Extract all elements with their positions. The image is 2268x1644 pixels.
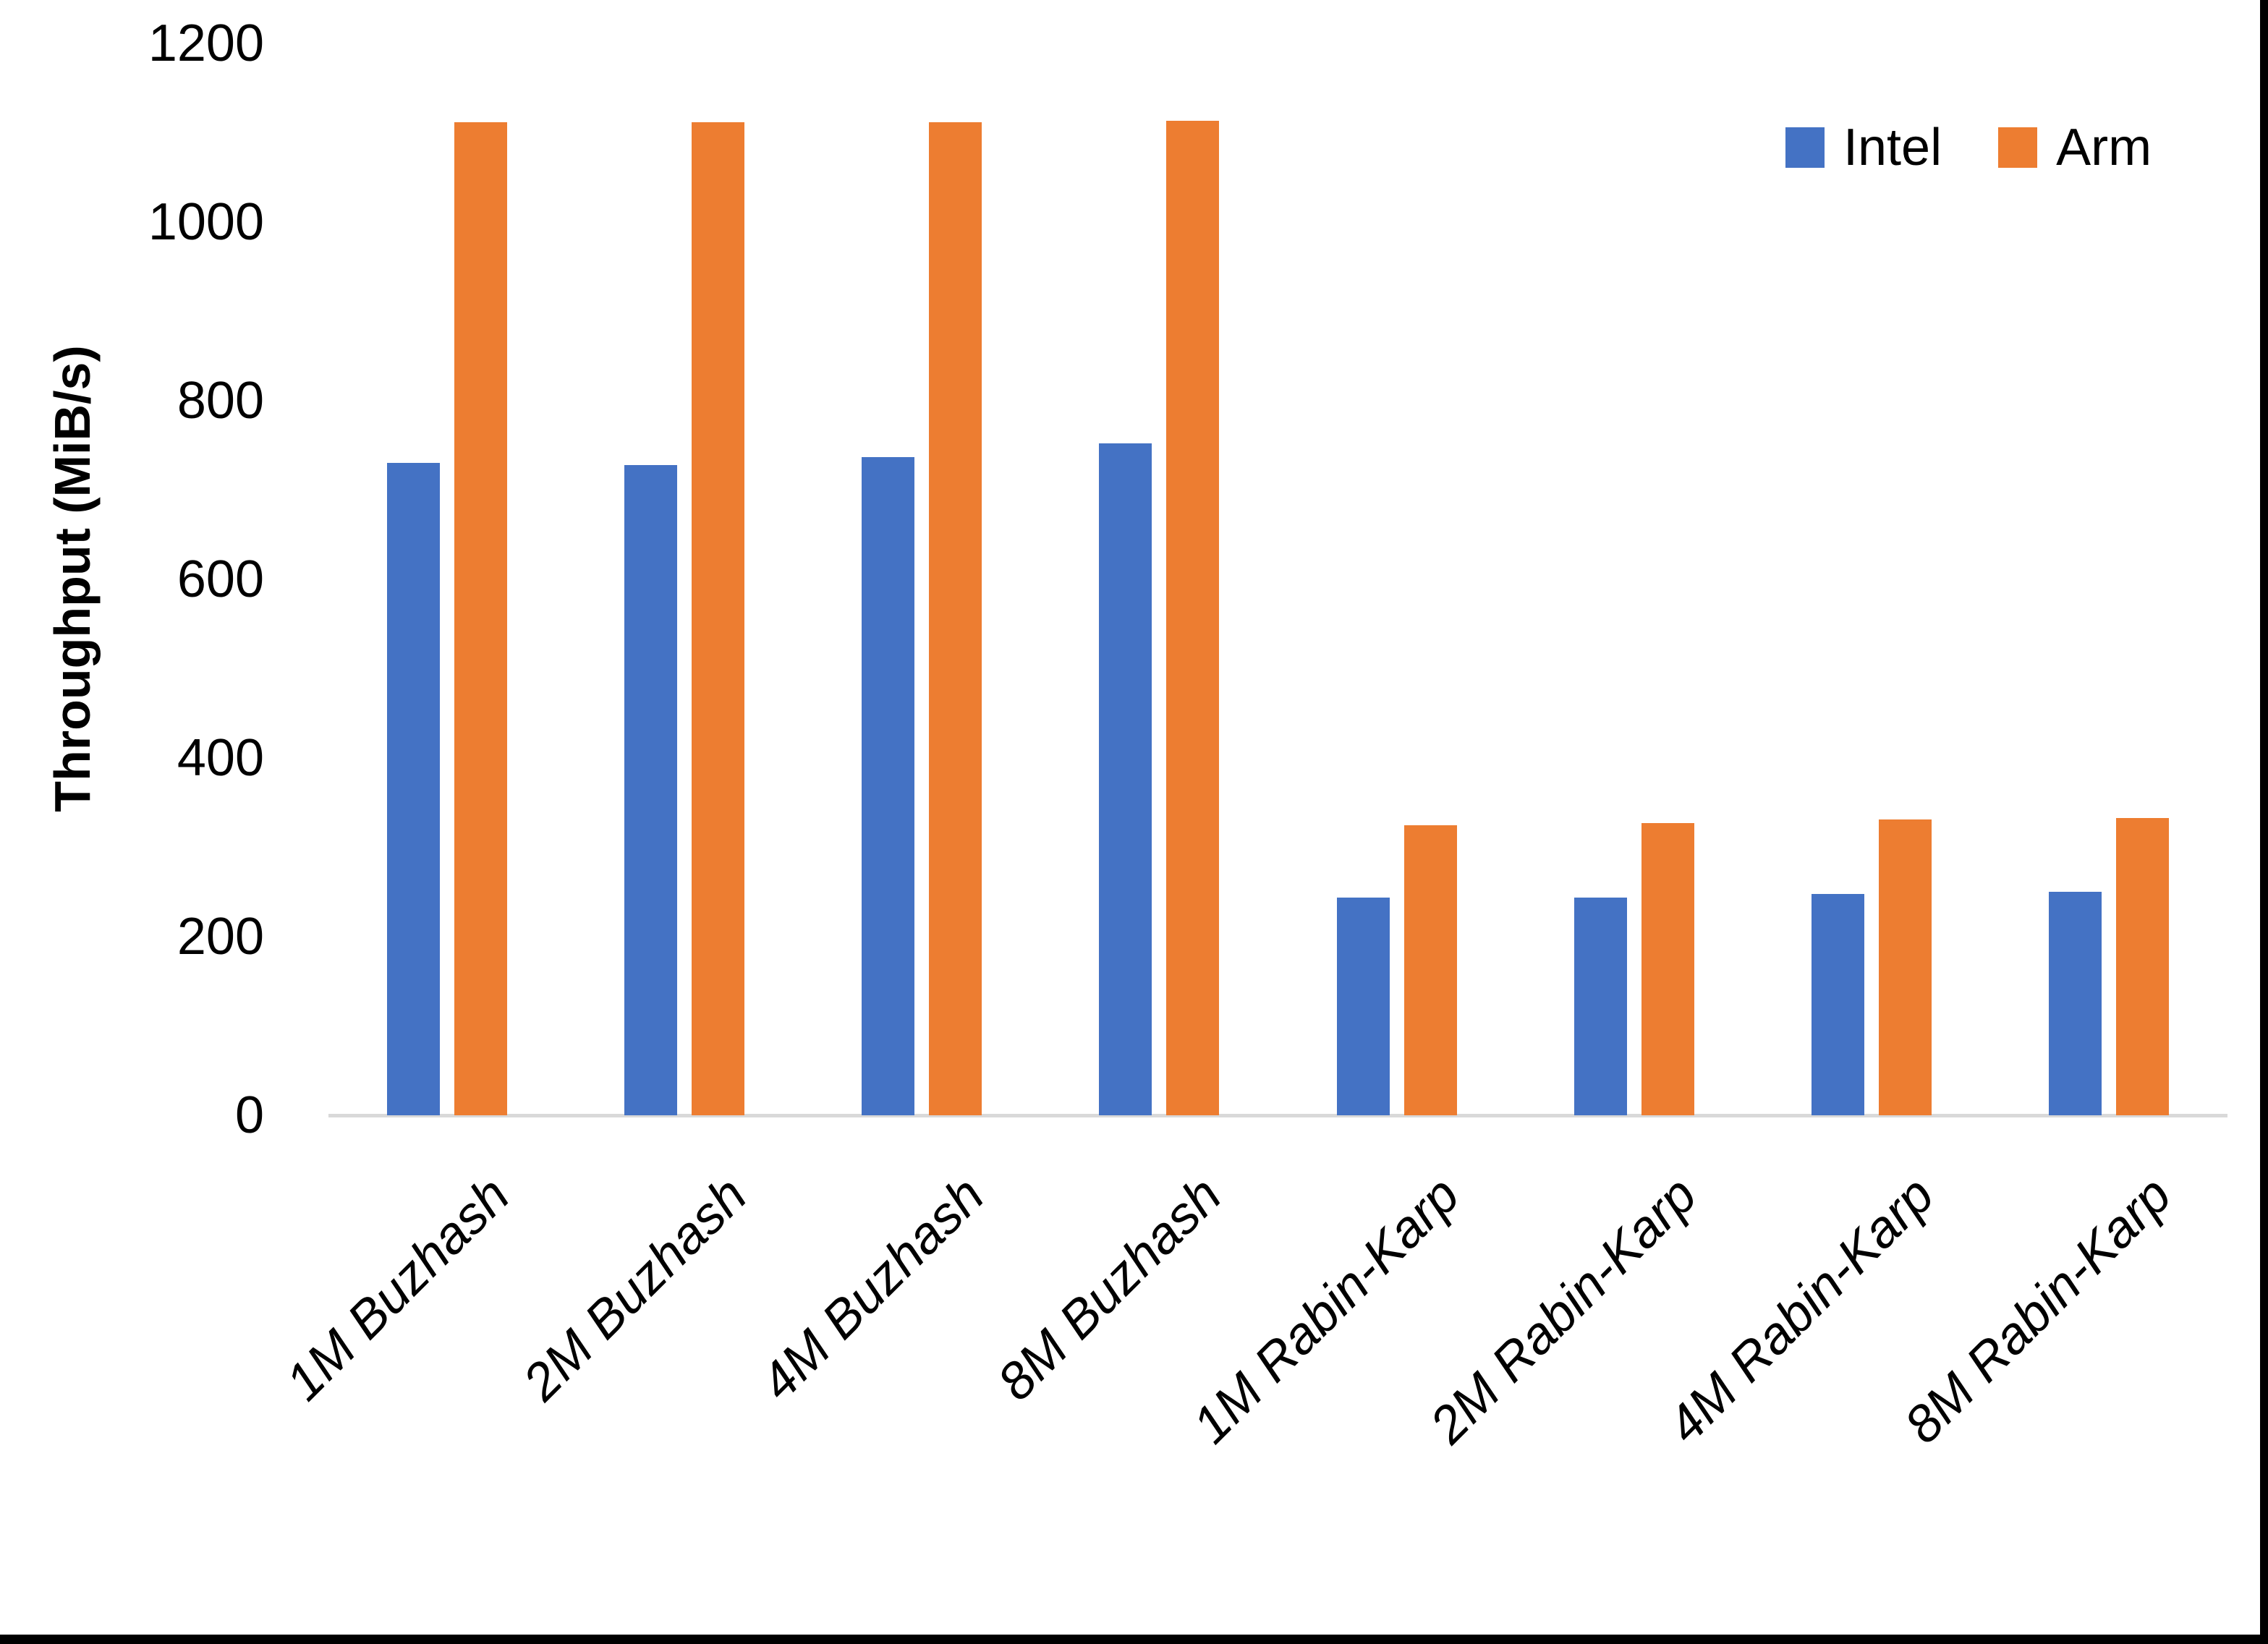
bar-arm-8m-buzhash	[1166, 121, 1219, 1115]
y-tick-label-800: 800	[177, 372, 264, 430]
bar-intel-8m-buzhash	[1099, 443, 1152, 1115]
y-tick-label-600: 600	[177, 550, 264, 608]
bar-intel-4m-rabin-karp	[1812, 894, 1864, 1115]
x-category-label-4m-rabin-karp: 4M Rabin-Karp	[1656, 1166, 1945, 1455]
bar-intel-4m-buzhash	[862, 457, 914, 1115]
bar-intel-1m-rabin-karp	[1337, 898, 1390, 1115]
legend: Intel Arm	[1785, 122, 2152, 174]
legend-label-intel: Intel	[1843, 119, 1942, 176]
x-category-label-1m-buzhash: 1M Buzhash	[275, 1166, 521, 1412]
bar-intel-2m-buzhash	[624, 465, 677, 1115]
x-axis-line	[328, 1114, 2227, 1117]
x-category-label-1m-rabin-karp: 1M Rabin-Karp	[1181, 1166, 1471, 1455]
bar-arm-2m-buzhash	[692, 122, 744, 1115]
legend-swatch-intel	[1785, 127, 1825, 168]
legend-item-intel: Intel	[1785, 122, 1942, 174]
screenshot-right-border	[2260, 0, 2268, 1644]
bar-intel-8m-rabin-karp	[2049, 892, 2102, 1115]
bar-arm-4m-buzhash	[929, 122, 982, 1115]
bar-arm-4m-rabin-karp	[1879, 819, 1932, 1115]
y-tick-label-1200: 1200	[148, 14, 264, 72]
legend-label-arm: Arm	[2056, 119, 2152, 176]
y-tick-label-0: 0	[234, 1086, 264, 1144]
x-category-label-8m-rabin-karp: 8M Rabin-Karp	[1893, 1166, 2183, 1455]
bar-arm-8m-rabin-karp	[2116, 818, 2169, 1115]
y-tick-label-1000: 1000	[148, 193, 264, 251]
x-category-label-8m-buzhash: 8M Buzhash	[987, 1166, 1233, 1412]
x-category-label-2m-rabin-karp: 2M Rabin-Karp	[1419, 1166, 1708, 1455]
y-tick-label-400: 400	[177, 729, 264, 787]
y-tick-label-200: 200	[177, 908, 264, 966]
bar-intel-1m-buzhash	[387, 463, 440, 1115]
x-category-label-2m-buzhash: 2M Buzhash	[512, 1166, 758, 1412]
bar-arm-2m-rabin-karp	[1641, 823, 1694, 1115]
bar-arm-1m-rabin-karp	[1404, 825, 1457, 1115]
x-category-label-4m-buzhash: 4M Buzhash	[749, 1166, 995, 1412]
legend-item-arm: Arm	[1998, 122, 2152, 174]
bar-arm-1m-buzhash	[454, 122, 507, 1115]
bar-intel-2m-rabin-karp	[1574, 898, 1627, 1115]
screenshot-bottom-border	[0, 1635, 2268, 1644]
legend-swatch-arm	[1998, 127, 2038, 168]
